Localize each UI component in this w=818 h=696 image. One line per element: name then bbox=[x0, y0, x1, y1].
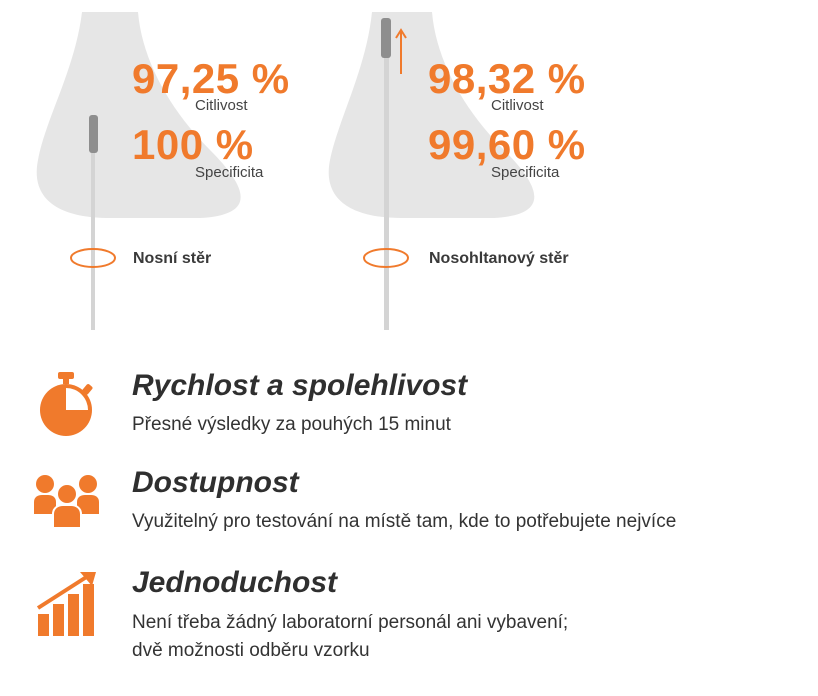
swab-illustration bbox=[36, 12, 535, 330]
nasopharyngeal-swab-tip bbox=[381, 18, 391, 58]
feature-desc-speed: Přesné výsledky za pouhých 15 minut bbox=[132, 414, 451, 435]
nasopharyngeal-sensitivity-label: Citlivost bbox=[491, 97, 544, 114]
nasopharyngeal-swab-ring bbox=[363, 248, 409, 268]
nose-silhouette-left bbox=[36, 12, 241, 218]
nasal-swab-tip bbox=[89, 115, 98, 153]
nasopharyngeal-swab-shaft bbox=[384, 50, 389, 330]
growth-chart-icon bbox=[36, 572, 96, 636]
feature-desc-simplicity-line1: Není třeba žádný laboratorní personál an… bbox=[132, 612, 569, 633]
feature-desc-availability: Využitelný pro testování na místě tam, k… bbox=[132, 511, 677, 532]
nasopharyngeal-specificity-value: 99,60 % bbox=[428, 121, 586, 168]
nasal-specificity-label: Specificita bbox=[195, 164, 264, 181]
insertion-arrow-icon bbox=[395, 28, 407, 74]
feature-title-availability: Dostupnost bbox=[132, 466, 299, 499]
nasopharyngeal-sensitivity-value: 98,32 % bbox=[428, 55, 586, 102]
people-group-icon bbox=[34, 475, 99, 529]
stopwatch-icon bbox=[40, 372, 93, 436]
nasal-sensitivity-value: 97,25 % bbox=[132, 55, 290, 102]
nasopharyngeal-specificity-label: Specificita bbox=[491, 164, 560, 181]
nasal-swab-ring bbox=[70, 248, 116, 268]
feature-desc-simplicity-line2: dvě možnosti odběru vzorku bbox=[132, 640, 370, 661]
nasal-specificity-value: 100 % bbox=[132, 121, 254, 168]
nasal-swab-label: Nosní stěr bbox=[133, 250, 212, 267]
nasal-sensitivity-label: Citlivost bbox=[195, 97, 248, 114]
nasopharyngeal-swab-label: Nosohltanový stěr bbox=[429, 250, 569, 267]
nasal-swab-shaft bbox=[91, 150, 95, 330]
nose-silhouette-right bbox=[328, 12, 535, 218]
feature-title-simplicity: Jednoduchost bbox=[132, 566, 338, 599]
feature-title-speed: Rychlost a spolehlivost bbox=[132, 369, 468, 402]
